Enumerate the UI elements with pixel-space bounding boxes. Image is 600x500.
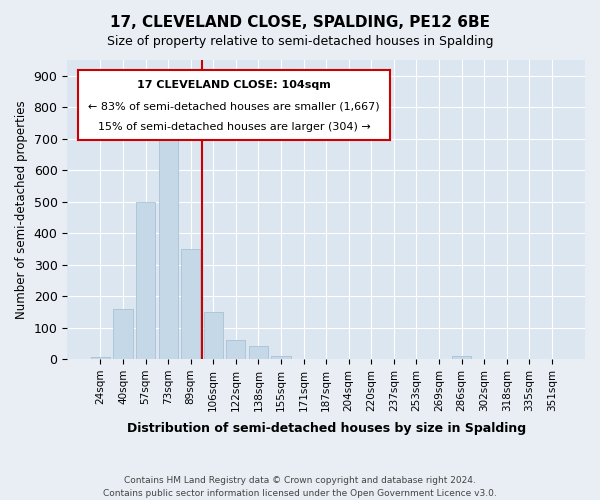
Text: Contains public sector information licensed under the Open Government Licence v3: Contains public sector information licen… <box>103 488 497 498</box>
Bar <box>226 340 245 359</box>
Bar <box>203 312 223 359</box>
Bar <box>113 308 133 359</box>
Bar <box>271 356 290 359</box>
Text: Size of property relative to semi-detached houses in Spalding: Size of property relative to semi-detach… <box>107 35 493 48</box>
Text: 17 CLEVELAND CLOSE: 104sqm: 17 CLEVELAND CLOSE: 104sqm <box>137 80 331 90</box>
Y-axis label: Number of semi-detached properties: Number of semi-detached properties <box>15 100 28 319</box>
Bar <box>249 346 268 359</box>
Bar <box>91 358 110 359</box>
Text: ← 83% of semi-detached houses are smaller (1,667): ← 83% of semi-detached houses are smalle… <box>88 102 380 112</box>
Text: 15% of semi-detached houses are larger (304) →: 15% of semi-detached houses are larger (… <box>98 122 370 132</box>
Bar <box>158 134 178 359</box>
Text: Contains HM Land Registry data © Crown copyright and database right 2024.: Contains HM Land Registry data © Crown c… <box>124 476 476 485</box>
Bar <box>452 356 471 359</box>
X-axis label: Distribution of semi-detached houses by size in Spalding: Distribution of semi-detached houses by … <box>127 422 526 435</box>
Bar <box>181 249 200 359</box>
Text: 17, CLEVELAND CLOSE, SPALDING, PE12 6BE: 17, CLEVELAND CLOSE, SPALDING, PE12 6BE <box>110 15 490 30</box>
Bar <box>136 202 155 359</box>
